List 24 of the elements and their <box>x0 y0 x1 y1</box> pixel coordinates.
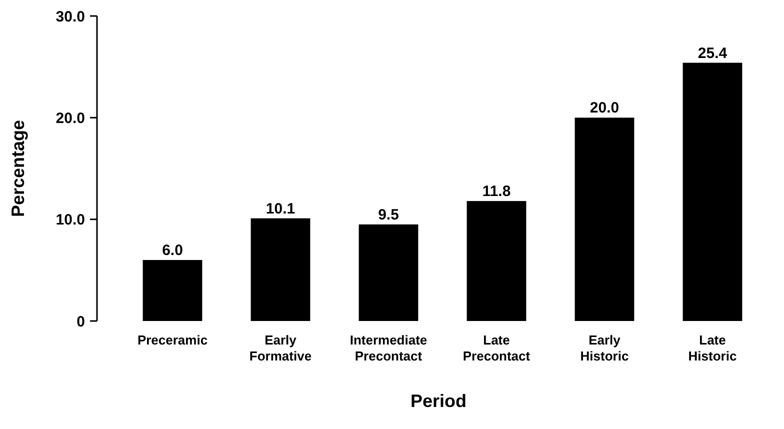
data-label: 11.8 <box>482 183 511 200</box>
x-tick-label: Early Formative <box>249 332 312 364</box>
y-tick-label: 20.0 <box>56 110 85 127</box>
bar <box>358 224 418 321</box>
bar <box>142 260 202 321</box>
bar <box>574 118 634 321</box>
x-tick-label: Preceramic <box>137 332 208 348</box>
bar <box>466 201 526 321</box>
data-label: 25.4 <box>698 44 728 62</box>
x-tick-label: Intermediate Precontact <box>350 332 428 364</box>
data-label: 9.5 <box>378 206 399 224</box>
y-axis-title: Percentage <box>8 120 28 218</box>
bar <box>682 62 742 321</box>
bar <box>250 218 310 321</box>
data-label: 6.0 <box>162 242 183 259</box>
y-tick-label: 10.0 <box>56 212 85 229</box>
data-label: 10.1 <box>266 200 296 218</box>
x-tick-label: Early Historic <box>580 332 629 364</box>
data-label: 20.0 <box>590 100 620 117</box>
y-tick-label: 0 <box>76 313 85 330</box>
x-tick-label: Late Precontact <box>462 332 531 364</box>
x-axis-title: Period <box>410 391 467 411</box>
x-tick-label: Late Historic <box>688 332 737 364</box>
y-tick-label: 30.0 <box>56 8 85 26</box>
